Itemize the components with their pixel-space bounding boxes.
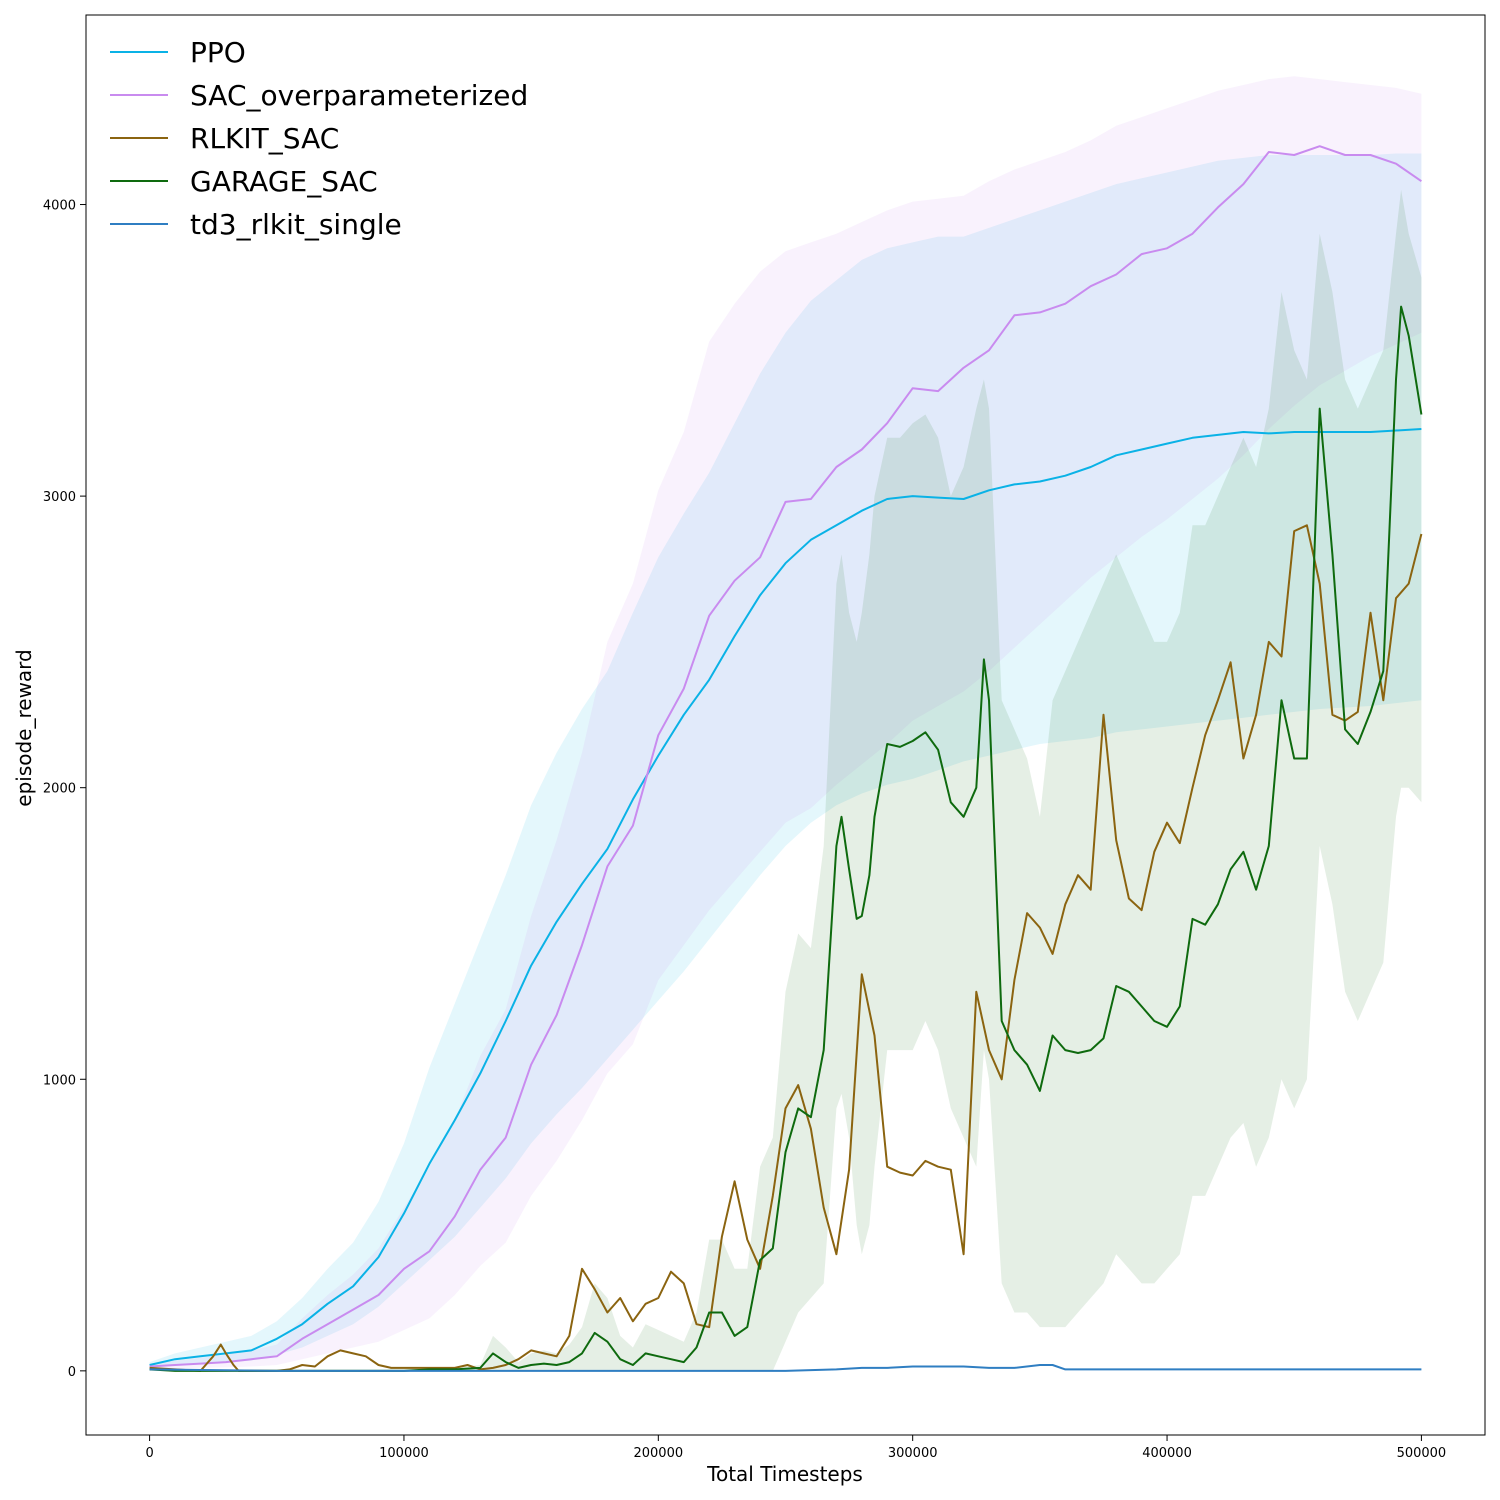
legend-label-td3-rlkit-single: td3_rlkit_single xyxy=(190,208,402,241)
legend-label-ppo: PPO xyxy=(190,36,246,69)
line-sac-overparameterized xyxy=(149,145,1422,1368)
y-tick-label: 4000 xyxy=(43,199,76,214)
line-garage-sac xyxy=(149,305,1423,1372)
x-tick-label: 500000 xyxy=(1397,1446,1447,1461)
line-rlkit-sac xyxy=(149,524,1423,1372)
series-lines xyxy=(149,145,1423,1372)
legend-label-garage-sac: GARAGE_SAC xyxy=(190,165,378,198)
line-td3-rlkit-single xyxy=(149,1364,1422,1372)
band-garage-sac xyxy=(149,189,1422,1371)
x-tick-label: 100000 xyxy=(379,1446,429,1461)
band-ppo xyxy=(149,153,1422,1368)
x-axis-label: Total Timesteps xyxy=(706,1462,863,1486)
line-ppo xyxy=(149,428,1422,1366)
x-tick-label: 0 xyxy=(145,1446,153,1461)
x-axis-ticks: 0 100000 200000 300000 400000 500000 xyxy=(145,1435,1446,1461)
plot-frame xyxy=(85,14,1486,1436)
y-axis-label: episode_reward xyxy=(12,649,36,806)
legend-label-sac-overparameterized: SAC_overparameterized xyxy=(190,79,528,112)
legend-label-rlkit-sac: RLKIT_SAC xyxy=(190,122,339,155)
y-tick-label: 0 xyxy=(68,1365,76,1380)
y-tick-label: 1000 xyxy=(43,1073,76,1088)
legend: PPO SAC_overparameterized RLKIT_SAC GARAGE_… xyxy=(110,36,528,241)
x-tick-label: 400000 xyxy=(1142,1446,1192,1461)
band-sac-overparameterized xyxy=(149,76,1422,1370)
confidence-bands xyxy=(149,76,1422,1371)
y-axis-ticks: 0 1000 2000 3000 4000 xyxy=(43,199,86,1380)
x-tick-label: 200000 xyxy=(633,1446,683,1461)
x-tick-label: 300000 xyxy=(888,1446,938,1461)
y-tick-label: 2000 xyxy=(43,782,76,797)
y-tick-label: 3000 xyxy=(43,490,76,505)
